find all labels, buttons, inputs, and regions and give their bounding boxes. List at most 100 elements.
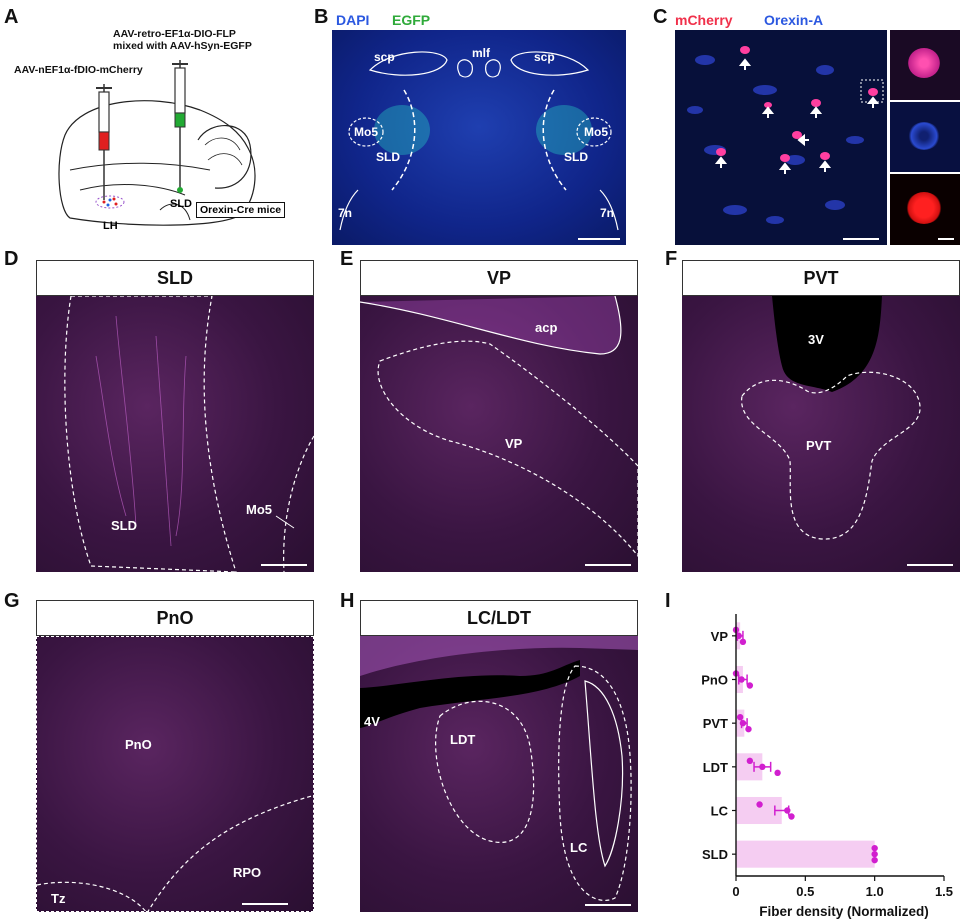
panel-e-title: VP bbox=[360, 260, 638, 296]
panel-label-c: C bbox=[653, 6, 668, 28]
7n-left-label: 7n bbox=[338, 206, 353, 220]
panel-f-title: PVT bbox=[682, 260, 960, 296]
panel-label-h: H bbox=[340, 590, 355, 612]
x-tick-label-1: 0.5 bbox=[796, 884, 814, 899]
scale-bar-f bbox=[907, 564, 953, 566]
panel-label-f: F bbox=[665, 248, 678, 270]
data-point-ldt-1 bbox=[759, 763, 766, 771]
panel-label-i: I bbox=[665, 590, 671, 612]
bar-sld bbox=[736, 840, 875, 868]
mlf-label: mlf bbox=[472, 46, 490, 60]
x-tick-label-3: 1.5 bbox=[935, 884, 953, 899]
category-label-sld: SLD bbox=[702, 847, 728, 862]
acp-label: acp bbox=[535, 320, 558, 335]
panel-c-inset-merge bbox=[890, 30, 960, 100]
data-point-sld-2 bbox=[871, 856, 878, 864]
data-point-lc-1 bbox=[784, 807, 791, 814]
category-label-pno: PnO bbox=[701, 673, 728, 688]
orexin-label: Orexin-A bbox=[764, 12, 824, 28]
data-point-lc-0 bbox=[756, 801, 763, 808]
virus-label-2: mixed with AAV-hSyn-EGFP bbox=[113, 40, 252, 52]
panel-c-inset-mcherry bbox=[890, 174, 960, 245]
panel-g-title: PnO bbox=[36, 600, 314, 636]
pvt-label-f: PVT bbox=[806, 438, 832, 453]
scale-bar-h bbox=[585, 904, 631, 906]
virus-label-1: AAV-retro-EF1α-DIO-FLP bbox=[113, 28, 236, 40]
mo5-right-label: Mo5 bbox=[584, 125, 608, 139]
rpo-label: RPO bbox=[233, 865, 262, 880]
lc-label-h: LC bbox=[570, 840, 588, 855]
data-point-pvt-2 bbox=[745, 725, 752, 733]
panel-d-image: SLD Mo5 bbox=[36, 296, 314, 572]
panel-label-a: A bbox=[4, 6, 19, 28]
panel-f-image: 3V PVT bbox=[682, 296, 960, 572]
panel-a-schematic: AAV-retro-EF1α-DIO-FLP mixed with AAV-hS… bbox=[10, 20, 310, 245]
panel-c-inset-orexin bbox=[890, 102, 960, 172]
4v-label: 4V bbox=[364, 714, 380, 729]
scale-bar-d bbox=[261, 564, 307, 566]
mice-label: Orexin-Cre mice bbox=[196, 202, 286, 218]
panel-e-outlines bbox=[360, 296, 638, 557]
data-point-pno-1 bbox=[738, 676, 745, 683]
panel-label-e: E bbox=[340, 248, 354, 270]
panel-g-image: PnO RPO Tz bbox=[36, 636, 314, 912]
x-axis-label: Fiber density (Normalized) bbox=[759, 904, 929, 919]
egfp-label: EGFP bbox=[392, 12, 431, 28]
panel-c-cells bbox=[687, 46, 884, 224]
scp-left-label: scp bbox=[374, 50, 395, 64]
data-point-sld-1 bbox=[871, 850, 878, 858]
x-tick-label-2: 1.0 bbox=[866, 884, 884, 899]
panel-b-outlines bbox=[339, 51, 619, 231]
sld-label-a: SLD bbox=[170, 198, 192, 210]
panel-h-outlines bbox=[360, 636, 638, 901]
panel-label-d: D bbox=[4, 248, 19, 270]
dapi-label: DAPI bbox=[336, 12, 370, 28]
brain-sagittal-drawing bbox=[58, 60, 256, 226]
ldt-label-h: LDT bbox=[450, 732, 476, 747]
panel-label-b: B bbox=[314, 6, 329, 28]
scale-bar-c bbox=[843, 238, 879, 240]
category-label-vp: VP bbox=[711, 629, 729, 644]
3v-label: 3V bbox=[808, 332, 824, 347]
virus-label-3: AAV-nEF1α-fDIO-mCherry bbox=[14, 64, 143, 76]
sld-right-label: SLD bbox=[564, 150, 588, 164]
panel-c-image bbox=[675, 30, 887, 245]
data-point-ldt-0 bbox=[746, 757, 754, 765]
scale-bar-b bbox=[578, 238, 620, 240]
sld-label-d: SLD bbox=[111, 518, 137, 533]
panel-b-image: scp scp mlf Mo5 Mo5 SLD SLD 7n 7n bbox=[332, 30, 626, 245]
data-point-pvt-0 bbox=[736, 713, 744, 721]
data-point-lc-2 bbox=[788, 813, 795, 820]
vp-label-e: VP bbox=[505, 436, 523, 451]
scp-right-label: scp bbox=[534, 50, 555, 64]
panel-f-outlines bbox=[741, 296, 921, 540]
x-tick-label-0: 0 bbox=[732, 884, 739, 899]
panel-g-outlines bbox=[37, 794, 313, 911]
category-label-pvt: PVT bbox=[703, 716, 728, 731]
panel-h-image: 4V LDT LC bbox=[360, 636, 638, 912]
panel-e-image: acp VP bbox=[360, 296, 638, 572]
data-point-sld-0 bbox=[871, 844, 878, 852]
lh-label-a: LH bbox=[103, 220, 118, 232]
mo5-left-label: Mo5 bbox=[354, 125, 378, 139]
panel-d-title: SLD bbox=[36, 260, 314, 296]
category-label-ldt: LDT bbox=[703, 760, 728, 775]
tz-label: Tz bbox=[51, 891, 66, 906]
data-point-vp-1 bbox=[735, 632, 742, 640]
data-point-ldt-2 bbox=[774, 769, 781, 777]
fiber-density-chart: VP PnO PVT LDT LC SLD 0 0.5 1.0 1.5 Fiber density … bbox=[701, 614, 953, 919]
data-point-pvt-1 bbox=[739, 719, 747, 727]
sld-left-label: SLD bbox=[376, 150, 400, 164]
panel-d-outlines bbox=[64, 296, 314, 572]
7n-right-label: 7n bbox=[600, 206, 615, 220]
data-point-pno-2 bbox=[746, 682, 754, 689]
data-point-vp-2 bbox=[739, 638, 747, 646]
scale-bar-g bbox=[242, 903, 288, 905]
panel-h-title: LC/LDT bbox=[360, 600, 638, 636]
pno-label-g: PnO bbox=[125, 737, 152, 752]
panel-label-g: G bbox=[4, 590, 20, 612]
scale-bar-c-inset bbox=[938, 238, 954, 240]
category-label-lc: LC bbox=[711, 804, 729, 819]
mcherry-label: mCherry bbox=[675, 12, 733, 28]
scale-bar-e bbox=[585, 564, 631, 566]
